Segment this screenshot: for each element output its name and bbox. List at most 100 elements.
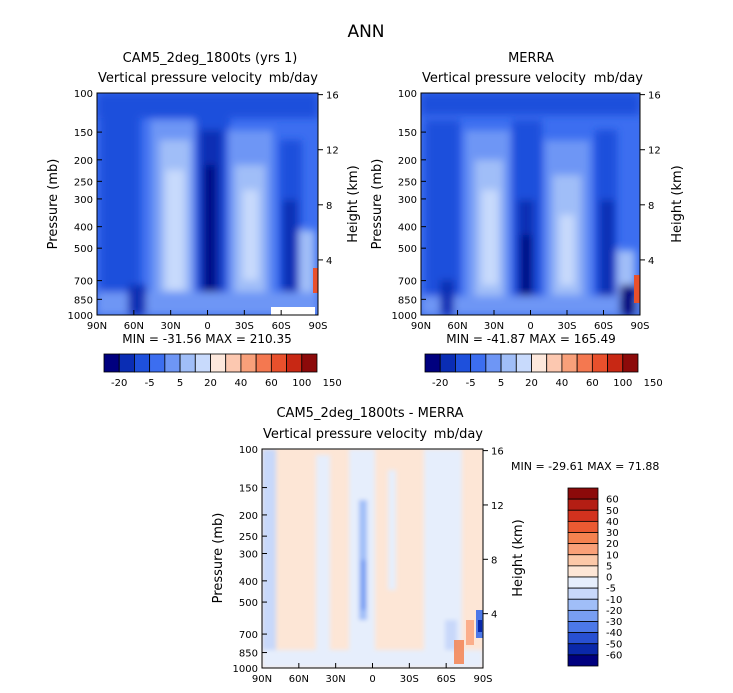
y-tick-label: 700 <box>74 277 93 288</box>
x-tick-label: 60S <box>437 674 456 685</box>
y2-tick-label: 12 <box>326 146 339 157</box>
colorbar-swatch <box>591 353 608 373</box>
colorbar-swatch <box>194 353 211 373</box>
colorbar-label: 150 <box>644 378 663 389</box>
colorbar-label: 10 <box>606 550 619 561</box>
colorbar-label: 50 <box>606 506 619 517</box>
panel-subtitle-right: mb/day <box>269 71 319 86</box>
panel-obs: MERRA Vertical pressure velocity mb/day <box>370 51 685 389</box>
y-axis-label: Pressure (mb) <box>211 513 226 604</box>
panel-title: CAM5_2deg_1800ts - MERRA <box>276 406 463 421</box>
y-tick-label: 500 <box>74 244 93 255</box>
colorbar-label: 40 <box>556 378 569 389</box>
colorbar-swatch <box>576 353 593 373</box>
y2-tick-label: 4 <box>648 256 654 267</box>
y-tick-label: 200 <box>398 156 417 167</box>
colorbar-swatch <box>567 576 599 589</box>
colorbar-swatch <box>500 353 517 373</box>
y-tick-label: 150 <box>239 484 258 495</box>
colorbar-swatch <box>567 565 599 578</box>
y-tick-label: 100 <box>74 89 93 100</box>
colorbar-swatch <box>567 621 599 634</box>
colorbar-swatch <box>225 353 242 373</box>
y-tick-label: 400 <box>239 577 258 588</box>
colorbar-label: -30 <box>606 617 622 628</box>
panel-subtitle-right: mb/day <box>594 71 644 86</box>
colorbar-label: 60 <box>586 378 599 389</box>
colorbar: -20 -5 5 20 40 60 100 150 <box>424 353 663 389</box>
colorbar-swatch <box>210 353 227 373</box>
colorbar-swatch <box>149 353 166 373</box>
colorbar-label: -60 <box>606 650 622 661</box>
x-tick-label: 60S <box>272 321 291 332</box>
y-tick-label: 700 <box>398 277 417 288</box>
x-tick-label: 90N <box>411 321 431 332</box>
x-tick-label: 90N <box>87 321 107 332</box>
colorbar-label: 20 <box>525 378 538 389</box>
colorbar-swatch <box>567 520 599 533</box>
colorbar-label: 40 <box>606 517 619 528</box>
colorbar-swatch <box>567 598 599 611</box>
y-tick-label: 250 <box>398 177 417 188</box>
y2-tick-label: 8 <box>648 201 654 212</box>
x-tick-label: 60S <box>594 321 613 332</box>
colorbar-label: 20 <box>606 539 619 550</box>
y-tick-label: 1000 <box>233 664 258 675</box>
y-axis-label: Pressure (mb) <box>370 159 385 250</box>
colorbar-swatch <box>567 643 599 656</box>
y-tick-label: 300 <box>398 195 417 206</box>
panel-title: CAM5_2deg_1800ts (yrs 1) <box>123 51 298 66</box>
panel-stats: MIN = -29.61 MAX = 71.88 <box>511 460 659 473</box>
x-tick-label: 0 <box>369 674 375 685</box>
colorbar-swatch <box>286 353 303 373</box>
colorbar-swatch <box>561 353 578 373</box>
colorbar-label: 0 <box>606 573 612 584</box>
axes: 100 150 200 250 300 400 500 700 850 1000 4 8 12 16 90N… <box>233 445 504 685</box>
axes: 100 150 200 250 300 400 500 700 850 1000 4 8 12 16 90N… <box>392 89 661 332</box>
y-tick-label: 1000 <box>392 311 417 322</box>
y2-tick-label: 16 <box>326 91 339 102</box>
y-tick-label: 1000 <box>68 311 93 322</box>
colorbar-swatch <box>567 498 599 511</box>
y2-axis-label: Height (km) <box>511 519 526 596</box>
x-tick-label: 60N <box>124 321 144 332</box>
y-tick-label: 500 <box>239 598 258 609</box>
x-tick-label: 0 <box>527 321 533 332</box>
colorbar-label: 150 <box>323 378 342 389</box>
y-tick-label: 850 <box>398 295 417 306</box>
colorbar-label: -40 <box>606 628 622 639</box>
y-tick-label: 150 <box>74 128 93 139</box>
y2-tick-label: 12 <box>491 501 504 512</box>
colorbar-label: -20 <box>606 606 622 617</box>
x-tick-label: 0 <box>204 321 210 332</box>
y-tick-label: 100 <box>398 89 417 100</box>
y-tick-label: 150 <box>398 128 417 139</box>
x-tick-label: 30N <box>326 674 346 685</box>
colorbar-label: 100 <box>613 378 632 389</box>
y-axis-label: Pressure (mb) <box>46 159 61 250</box>
colorbar-swatch <box>455 353 472 373</box>
x-tick-label: 30S <box>235 321 254 332</box>
x-tick-label: 30S <box>400 674 419 685</box>
colorbar-label: -20 <box>111 378 127 389</box>
contour-field <box>421 93 640 315</box>
y2-tick-label: 16 <box>491 447 504 458</box>
x-tick-label: 60N <box>289 674 309 685</box>
y-tick-label: 500 <box>398 244 417 255</box>
colorbar: -20 -5 5 20 40 60 100 150 <box>103 353 342 389</box>
x-tick-label: 90S <box>630 321 649 332</box>
y-tick-label: 200 <box>74 156 93 167</box>
colorbar-swatch <box>567 509 599 522</box>
y2-axis-label: Height (km) <box>670 165 685 242</box>
figure-title: ANN <box>347 22 384 42</box>
colorbar-swatch <box>567 532 599 545</box>
panel-subtitle-left: Vertical pressure velocity <box>98 71 262 86</box>
colorbar-swatch <box>515 353 532 373</box>
x-tick-label: 30N <box>484 321 504 332</box>
y2-tick-label: 4 <box>326 256 332 267</box>
colorbar-swatch <box>567 587 599 600</box>
colorbar-label: -50 <box>606 639 622 650</box>
colorbar-label: -10 <box>606 595 622 606</box>
y2-tick-label: 16 <box>648 91 661 102</box>
